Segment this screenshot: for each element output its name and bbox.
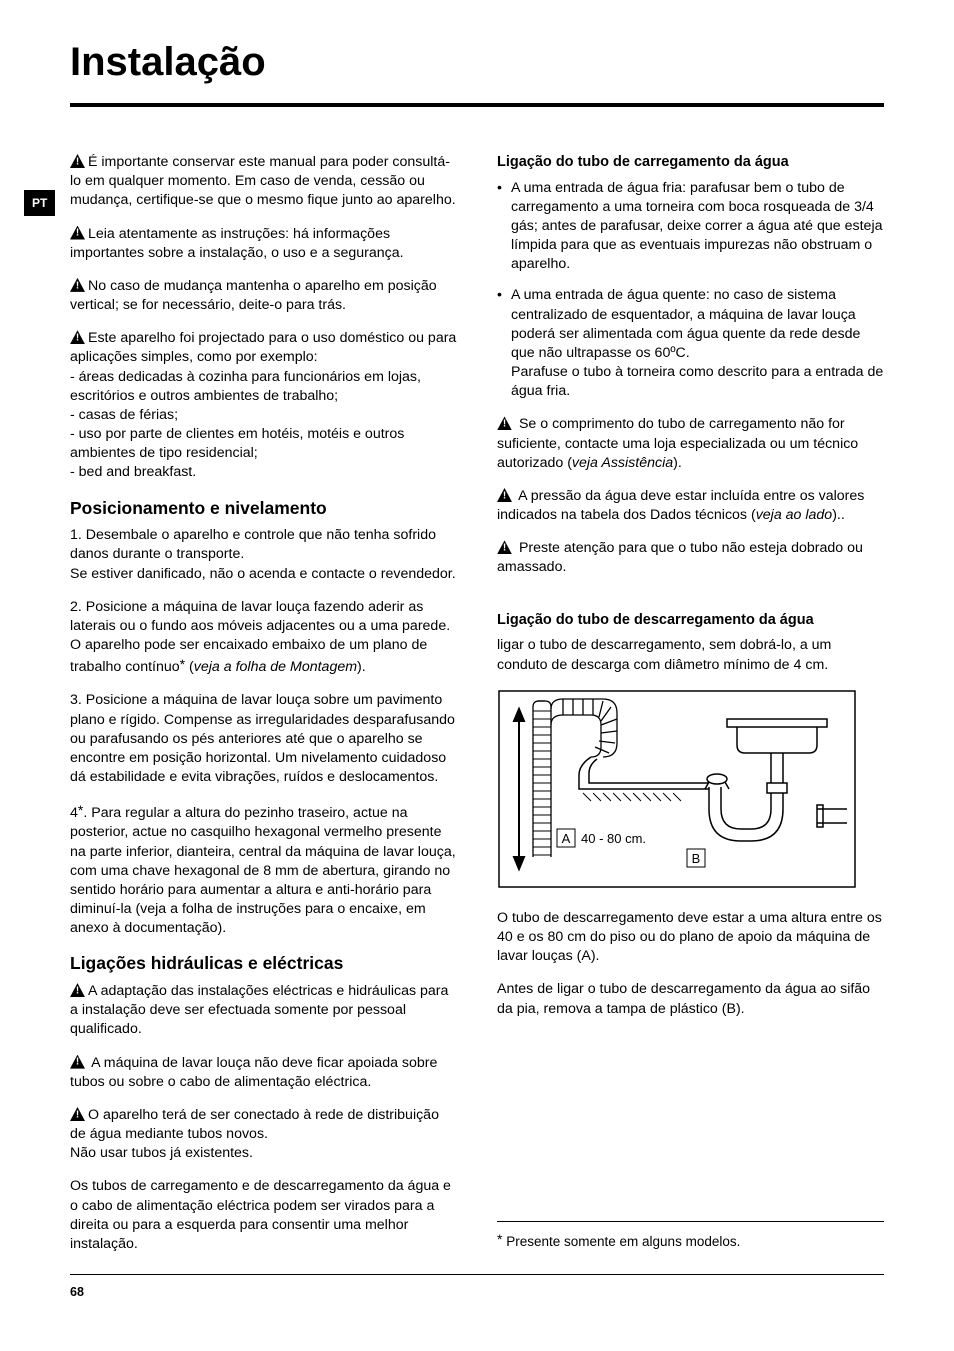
drain-diagram: A 40 - 80 cm. B bbox=[497, 689, 884, 895]
paragraph: 3. Posicione a máquina de lavar louça so… bbox=[70, 691, 457, 787]
text: 4 bbox=[70, 805, 78, 821]
warning-icon bbox=[70, 154, 85, 168]
text: É importante conservar este manual para … bbox=[70, 154, 456, 208]
paragraph: A pressão da água deve estar incluída en… bbox=[497, 487, 884, 525]
paragraph: Este aparelho foi projectado para o uso … bbox=[70, 329, 457, 482]
diagram-range-text: 40 - 80 cm. bbox=[581, 831, 646, 846]
text: O aparelho terá de ser conectado à rede … bbox=[70, 1107, 439, 1142]
section-heading: Posicionamento e nivelamento bbox=[70, 497, 457, 521]
list-item: A uma entrada de água quente: no caso de… bbox=[497, 286, 884, 401]
page-title: Instalação bbox=[70, 40, 884, 85]
text: Este aparelho foi projectado para o uso … bbox=[70, 330, 456, 365]
text: ).. bbox=[832, 507, 845, 523]
footnote-star: * bbox=[497, 1231, 502, 1247]
right-column: Ligação do tubo de carregamento da água … bbox=[497, 153, 884, 1268]
subsection-heading: Ligação do tubo de carregamento da água bbox=[497, 153, 884, 173]
text: . Para regular a altura do pezinho trase… bbox=[70, 805, 456, 936]
left-column: É importante conservar este manual para … bbox=[70, 153, 457, 1268]
section-heading: Ligações hidráulicas e eléctricas bbox=[70, 952, 457, 976]
paragraph: 2. Posicione a máquina de lavar louça fa… bbox=[70, 598, 457, 678]
text: No caso de mudança mantenha o aparelho e… bbox=[70, 278, 437, 313]
columns: É importante conservar este manual para … bbox=[70, 153, 884, 1268]
diagram-label-b: B bbox=[692, 851, 701, 866]
text: 1. Desembale o aparelho e controle que n… bbox=[70, 527, 436, 562]
paragraph: O aparelho terá de ser conectado à rede … bbox=[70, 1106, 457, 1164]
warning-icon bbox=[70, 226, 85, 240]
paragraph: No caso de mudança mantenha o aparelho e… bbox=[70, 277, 457, 315]
text: A adaptação das instalações eléctricas e… bbox=[70, 983, 448, 1037]
paragraph: Os tubos de carregamento e de descarrega… bbox=[70, 1177, 457, 1254]
paragraph: Se o comprimento do tubo de carregamento… bbox=[497, 415, 884, 473]
text: A máquina de lavar louça não deve ficar … bbox=[70, 1055, 437, 1090]
text: Não usar tubos já existentes. bbox=[70, 1145, 253, 1161]
paragraph: Leia atentamente as instruções: há infor… bbox=[70, 225, 457, 263]
drain-diagram-svg: A 40 - 80 cm. B bbox=[497, 689, 857, 889]
warning-icon bbox=[497, 488, 512, 502]
warning-icon bbox=[497, 540, 512, 554]
warning-icon bbox=[70, 330, 85, 344]
bottom-rule bbox=[70, 1274, 884, 1275]
paragraph: 1. Desembale o aparelho e controle que n… bbox=[70, 526, 457, 584]
warning-icon bbox=[70, 1107, 85, 1121]
list-item: A uma entrada de água fria: parafusar be… bbox=[497, 179, 884, 275]
warning-icon bbox=[70, 1055, 85, 1069]
paragraph: ligar o tubo de descarregamento, sem dob… bbox=[497, 636, 884, 674]
list-item: - bed and breakfast. bbox=[70, 464, 196, 480]
text: ). bbox=[357, 659, 366, 675]
list-item: - uso por parte de clientes em hotéis, m… bbox=[70, 426, 404, 461]
italic-text: veja Assistência bbox=[572, 455, 673, 471]
spacer bbox=[497, 1033, 884, 1193]
text: Se estiver danificado, não o acenda e co… bbox=[70, 566, 456, 582]
title-rule bbox=[70, 103, 884, 107]
footnote-text: Presente somente em alguns modelos. bbox=[506, 1234, 740, 1249]
paragraph: Preste atenção para que o tubo não estej… bbox=[497, 539, 884, 577]
footnote-rule bbox=[497, 1221, 884, 1222]
italic-text: veja ao lado bbox=[756, 507, 833, 523]
paragraph: O tubo de descarregamento deve estar a u… bbox=[497, 909, 884, 967]
warning-icon bbox=[70, 983, 85, 997]
text: A uma entrada de água quente: no caso de… bbox=[511, 287, 860, 361]
list-item: - áreas dedicadas à cozinha para funcion… bbox=[70, 369, 421, 404]
text: Preste atenção para que o tubo não estej… bbox=[497, 540, 863, 575]
text: ( bbox=[185, 659, 194, 675]
bullet-list: A uma entrada de água fria: parafusar be… bbox=[497, 179, 884, 402]
warning-icon bbox=[70, 278, 85, 292]
paragraph: A adaptação das instalações eléctricas e… bbox=[70, 982, 457, 1040]
diagram-label-a: A bbox=[562, 831, 571, 846]
text: Leia atentamente as instruções: há infor… bbox=[70, 226, 404, 261]
paragraph: Antes de ligar o tubo de descarregamento… bbox=[497, 980, 884, 1018]
paragraph: 4*. Para regular a altura do pezinho tra… bbox=[70, 801, 457, 938]
page-number: 68 bbox=[70, 1285, 84, 1299]
text: ). bbox=[673, 455, 682, 471]
footnote: * Presente somente em alguns modelos. bbox=[497, 1230, 884, 1251]
paragraph: É importante conservar este manual para … bbox=[70, 153, 457, 211]
page: PT Instalação É importante conservar est… bbox=[0, 0, 954, 1325]
subsection-heading: Ligação do tubo de descarregamento da ág… bbox=[497, 611, 884, 631]
italic-text: veja a folha de Montagem bbox=[194, 659, 357, 675]
paragraph: A máquina de lavar louça não deve ficar … bbox=[70, 1054, 457, 1092]
warning-icon bbox=[497, 416, 512, 430]
text: Parafuse o tubo à torneira como descrito… bbox=[511, 364, 883, 399]
list-item: - casas de férias; bbox=[70, 407, 178, 423]
language-tab: PT bbox=[24, 190, 55, 216]
